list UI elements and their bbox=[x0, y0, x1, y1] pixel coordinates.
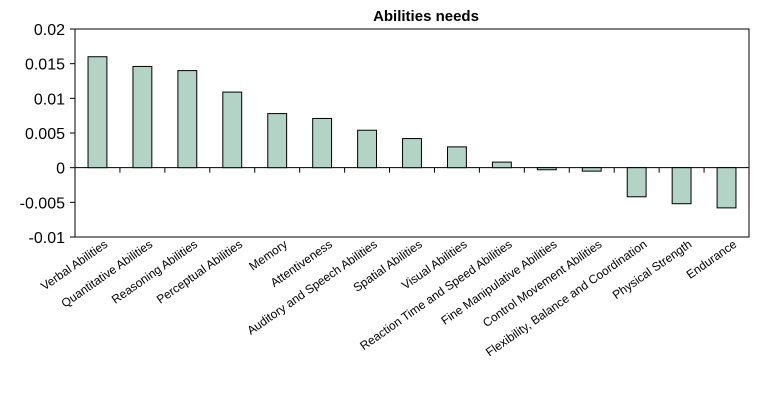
bar bbox=[402, 138, 422, 169]
bar bbox=[222, 91, 243, 169]
bar bbox=[626, 167, 647, 198]
bar bbox=[536, 167, 557, 171]
x-category-label: Endurance bbox=[684, 237, 740, 282]
chart-title: Abilities needs bbox=[373, 8, 479, 25]
bar bbox=[357, 129, 378, 169]
bar bbox=[716, 167, 737, 209]
bar bbox=[671, 167, 692, 205]
plot-frame bbox=[74, 28, 750, 238]
bar bbox=[132, 65, 153, 169]
y-tick-label: 0.005 bbox=[25, 126, 65, 143]
bar bbox=[87, 56, 108, 169]
x-category-label: Perceptual Abilities bbox=[154, 237, 245, 307]
y-tick-label: 0.01 bbox=[34, 91, 65, 108]
y-tick-label: 0 bbox=[56, 161, 65, 178]
y-tick-label: 0.015 bbox=[25, 57, 65, 74]
bar bbox=[177, 70, 198, 169]
bar bbox=[581, 167, 602, 172]
y-tick-label: 0.02 bbox=[34, 22, 65, 39]
bar bbox=[491, 161, 512, 169]
y-tick-label: -0.01 bbox=[29, 230, 66, 247]
bar bbox=[312, 117, 333, 169]
x-category-label: Physical Strength bbox=[610, 237, 695, 302]
bar bbox=[446, 146, 467, 169]
bar bbox=[267, 113, 288, 169]
y-tick-label: -0.005 bbox=[20, 195, 65, 212]
